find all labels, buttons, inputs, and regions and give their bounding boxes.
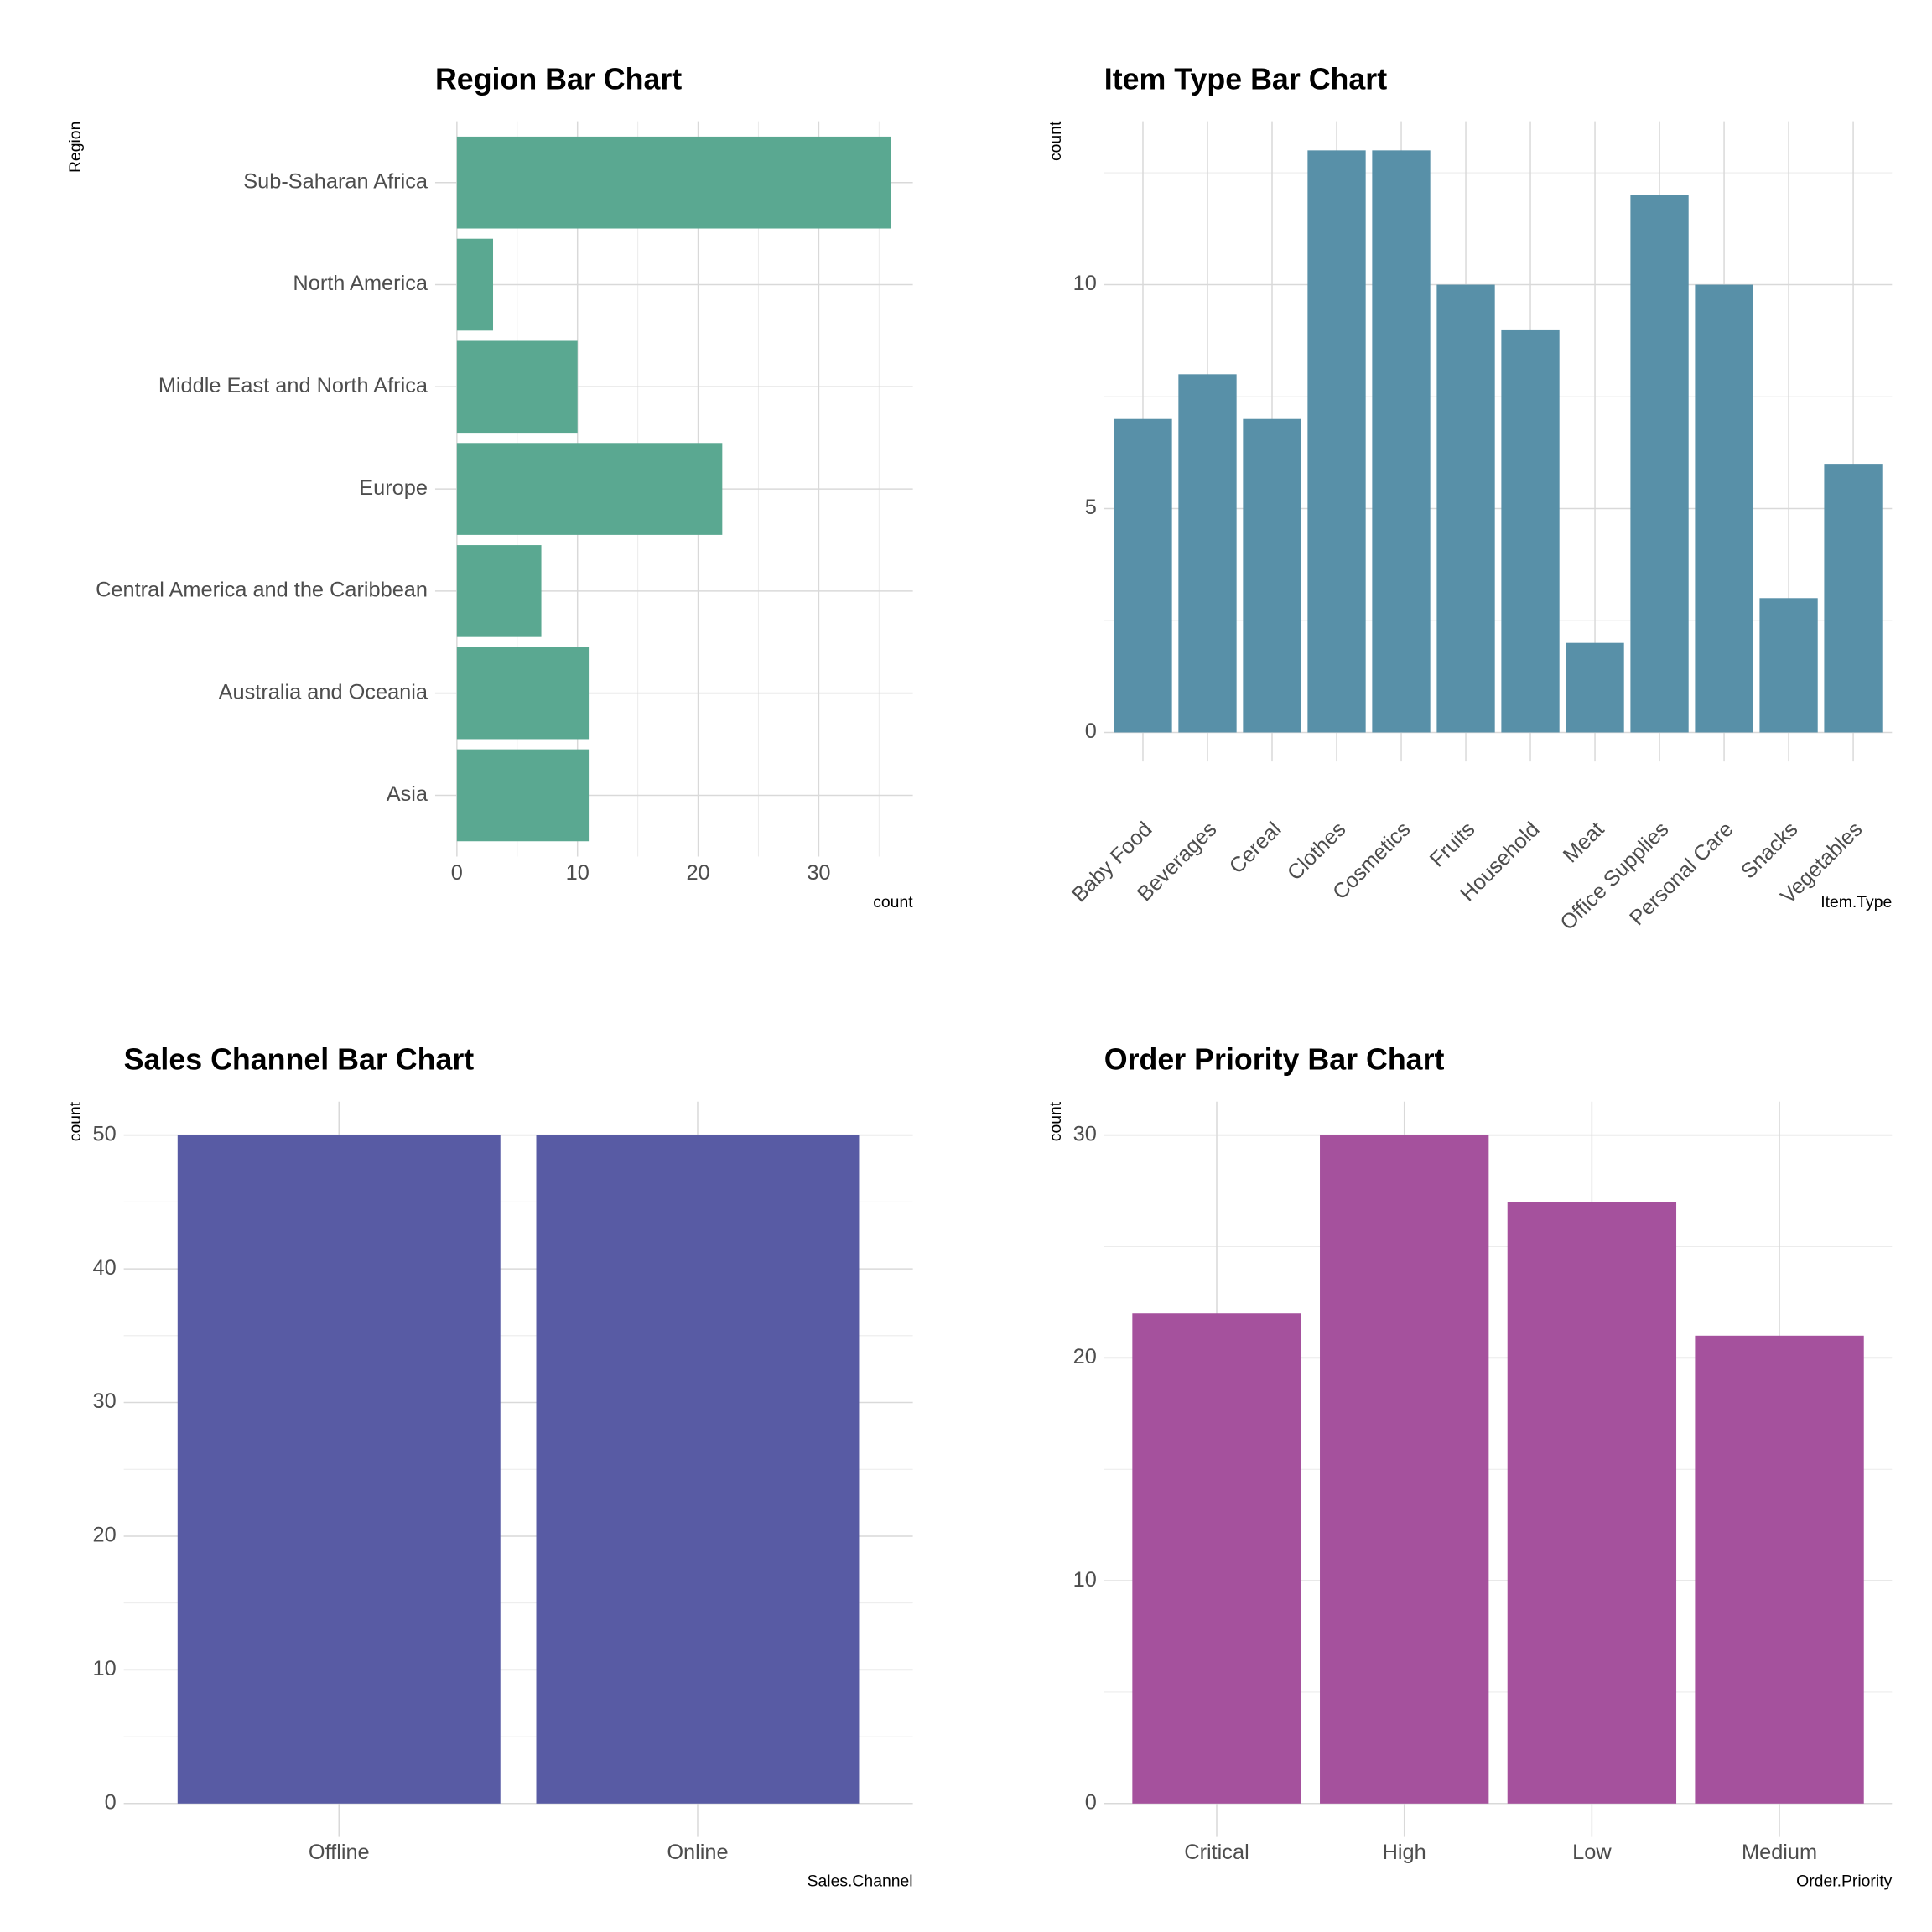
x-tick-label: 10 bbox=[566, 861, 589, 885]
bar bbox=[1695, 1335, 1864, 1804]
bar bbox=[1507, 1202, 1677, 1804]
bar bbox=[1114, 418, 1172, 733]
bar bbox=[1501, 329, 1560, 733]
bar bbox=[456, 238, 494, 331]
bar bbox=[1320, 1135, 1489, 1804]
y-tick-label: Asia bbox=[387, 782, 428, 806]
bar bbox=[1566, 642, 1624, 733]
y-tick-label: 0 bbox=[1085, 719, 1097, 743]
y-axis-title: count bbox=[1046, 1101, 1065, 1141]
bar bbox=[1695, 284, 1753, 733]
bar bbox=[456, 443, 723, 535]
x-tick-label: Online bbox=[667, 1841, 728, 1864]
bar bbox=[456, 340, 578, 434]
bar bbox=[1824, 464, 1883, 733]
x-tick-label: Critical bbox=[1184, 1841, 1249, 1864]
y-tick-label: 20 bbox=[92, 1524, 116, 1547]
y-tick-label: Sub-Saharan Africa bbox=[243, 169, 428, 193]
bar bbox=[177, 1135, 501, 1804]
x-axis-title: Item.Type bbox=[1820, 893, 1892, 911]
bar bbox=[456, 749, 590, 842]
x-axis-title: Order.Priority bbox=[1796, 1872, 1892, 1890]
bar bbox=[1243, 418, 1301, 733]
chart-title: Region Bar Chart bbox=[435, 62, 682, 96]
y-tick-label: Europe bbox=[359, 476, 428, 500]
y-axis-title: Region bbox=[66, 122, 85, 173]
bar bbox=[1372, 150, 1431, 733]
y-axis-title: count bbox=[1046, 121, 1065, 161]
y-tick-label: Australia and Oceania bbox=[219, 680, 428, 704]
y-tick-label: 50 bbox=[92, 1122, 116, 1145]
chart-title: Item Type Bar Chart bbox=[1104, 62, 1387, 96]
x-tick-label: Meat bbox=[1559, 818, 1609, 868]
x-tick-label: Medium bbox=[1742, 1841, 1817, 1864]
y-tick-label: 5 bbox=[1085, 496, 1097, 519]
bar bbox=[536, 1135, 860, 1804]
y-tick-label: 30 bbox=[1073, 1122, 1097, 1145]
bar bbox=[1436, 284, 1495, 733]
x-tick-label: 20 bbox=[686, 861, 709, 885]
x-tick-label: 30 bbox=[807, 861, 830, 885]
bar bbox=[1630, 195, 1689, 733]
bar bbox=[1132, 1313, 1301, 1804]
x-tick-label: Snacks bbox=[1737, 818, 1803, 884]
chart-title: Order Priority Bar Chart bbox=[1104, 1043, 1445, 1077]
x-tick-label: Low bbox=[1572, 1841, 1612, 1864]
bar bbox=[456, 545, 542, 637]
bar bbox=[456, 647, 590, 740]
y-axis-title: count bbox=[66, 1101, 85, 1141]
y-tick-label: 40 bbox=[92, 1256, 116, 1280]
y-tick-label: 10 bbox=[92, 1657, 116, 1680]
x-tick-label: 0 bbox=[451, 861, 463, 885]
bar bbox=[1178, 374, 1237, 733]
y-tick-label: 10 bbox=[1073, 1568, 1097, 1592]
y-tick-label: North America bbox=[293, 272, 428, 295]
y-tick-label: 10 bbox=[1073, 272, 1097, 295]
x-tick-label: Fruits bbox=[1426, 818, 1480, 872]
bar bbox=[1307, 150, 1366, 733]
y-tick-label: 0 bbox=[105, 1791, 117, 1815]
bar bbox=[1759, 598, 1818, 733]
x-axis-title: Sales.Channel bbox=[808, 1872, 913, 1890]
bar bbox=[456, 136, 891, 229]
chart-title: Sales Channel Bar Chart bbox=[124, 1043, 475, 1077]
x-tick-label: Cereal bbox=[1225, 818, 1286, 879]
x-axis-title: count bbox=[873, 893, 913, 911]
y-tick-label: 20 bbox=[1073, 1345, 1097, 1368]
y-tick-label: 30 bbox=[92, 1389, 116, 1413]
y-tick-label: Central America and the Caribbean bbox=[96, 579, 428, 602]
y-tick-label: Middle East and North Africa bbox=[158, 374, 428, 397]
x-tick-label: Offline bbox=[309, 1841, 370, 1864]
y-tick-label: 0 bbox=[1085, 1791, 1097, 1815]
x-tick-label: High bbox=[1383, 1841, 1426, 1864]
